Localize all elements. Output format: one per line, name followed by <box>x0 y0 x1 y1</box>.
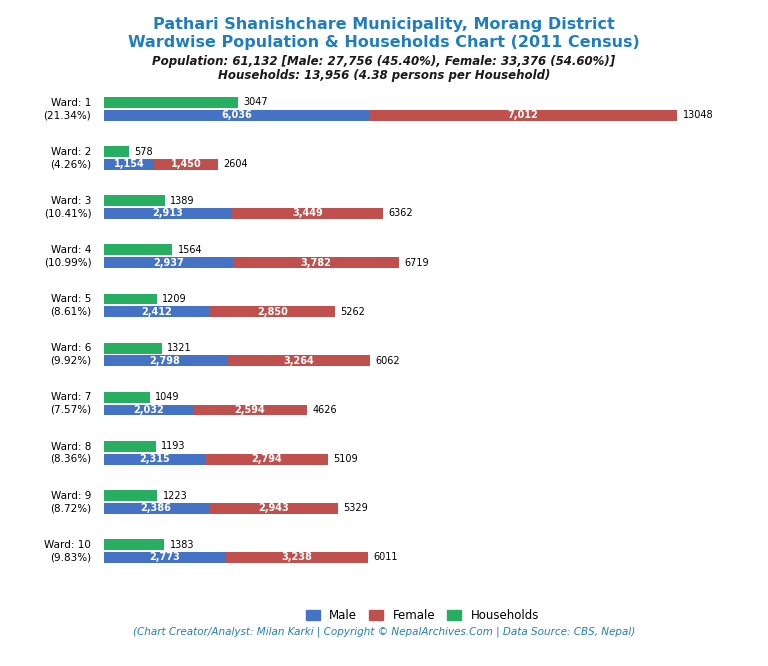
Text: 2,315: 2,315 <box>139 454 170 464</box>
Text: Ward: 9
(8.72%): Ward: 9 (8.72%) <box>50 491 91 513</box>
Text: Ward: 8
(8.36%): Ward: 8 (8.36%) <box>50 442 91 464</box>
Text: 1209: 1209 <box>162 294 187 304</box>
Bar <box>104 503 209 513</box>
Bar <box>209 503 338 513</box>
Text: 4626: 4626 <box>313 405 337 415</box>
Text: 3,264: 3,264 <box>283 356 314 366</box>
Text: 2,794: 2,794 <box>251 454 282 464</box>
Text: 1223: 1223 <box>163 491 187 501</box>
Text: 6011: 6011 <box>373 553 398 563</box>
Bar <box>226 552 368 563</box>
Text: 1321: 1321 <box>167 343 192 353</box>
Text: 2,913: 2,913 <box>152 208 183 218</box>
Bar <box>104 441 156 452</box>
Text: 2,032: 2,032 <box>133 405 164 415</box>
Bar <box>104 306 210 317</box>
Text: 2604: 2604 <box>223 159 248 169</box>
Text: 5262: 5262 <box>340 307 365 317</box>
Text: 2,412: 2,412 <box>141 307 172 317</box>
Text: 2,937: 2,937 <box>153 258 184 268</box>
Text: 2,594: 2,594 <box>235 405 266 415</box>
Bar <box>154 159 218 170</box>
Text: Ward: 10
(9.83%): Ward: 10 (9.83%) <box>45 540 91 562</box>
Text: 2,850: 2,850 <box>257 307 288 317</box>
Text: 3047: 3047 <box>243 97 267 107</box>
Text: Wardwise Population & Households Chart (2011 Census): Wardwise Population & Households Chart (… <box>128 35 640 50</box>
Text: 1389: 1389 <box>170 196 194 206</box>
Bar <box>104 244 173 255</box>
Text: 2,943: 2,943 <box>258 503 289 513</box>
Bar <box>227 356 370 366</box>
Text: 3,782: 3,782 <box>300 258 331 268</box>
Text: Ward: 4
(10.99%): Ward: 4 (10.99%) <box>44 245 91 268</box>
Text: 6,036: 6,036 <box>221 110 252 120</box>
Text: 1,450: 1,450 <box>171 159 202 169</box>
Text: 6062: 6062 <box>376 356 400 366</box>
Bar <box>104 294 157 304</box>
Text: 578: 578 <box>134 147 153 157</box>
Text: Ward: 7
(7.57%): Ward: 7 (7.57%) <box>50 392 91 415</box>
Text: (Chart Creator/Analyst: Milan Karki | Copyright © NepalArchives.Com | Data Sourc: (Chart Creator/Analyst: Milan Karki | Co… <box>133 626 635 637</box>
Text: Population: 61,132 [Male: 27,756 (45.40%), Female: 33,376 (54.60%)]: Population: 61,132 [Male: 27,756 (45.40%… <box>152 55 616 69</box>
Text: Ward: 1
(21.34%): Ward: 1 (21.34%) <box>44 98 91 120</box>
Text: Ward: 5
(8.61%): Ward: 5 (8.61%) <box>50 294 91 316</box>
Text: 2,798: 2,798 <box>150 356 180 366</box>
Text: 5109: 5109 <box>333 454 358 464</box>
Text: 1,154: 1,154 <box>114 159 144 169</box>
Bar <box>206 454 328 465</box>
Text: Ward: 3
(10.41%): Ward: 3 (10.41%) <box>44 196 91 218</box>
Bar <box>104 356 227 366</box>
Text: 1049: 1049 <box>155 392 180 402</box>
Text: Ward: 2
(4.26%): Ward: 2 (4.26%) <box>50 147 91 169</box>
Text: 5329: 5329 <box>343 503 368 513</box>
Bar <box>193 405 307 416</box>
Text: 6719: 6719 <box>404 258 429 268</box>
Text: 7,012: 7,012 <box>508 110 538 120</box>
Bar <box>104 343 162 354</box>
Bar <box>104 110 369 121</box>
Bar <box>104 539 164 550</box>
Bar <box>104 454 206 465</box>
Bar <box>104 208 232 219</box>
Bar <box>104 159 154 170</box>
Text: 2,773: 2,773 <box>149 553 180 563</box>
Text: 1383: 1383 <box>170 539 194 549</box>
Text: 13048: 13048 <box>683 110 713 120</box>
Bar <box>210 306 335 317</box>
Text: Households: 13,956 (4.38 persons per Household): Households: 13,956 (4.38 persons per Hou… <box>218 69 550 82</box>
Text: 1564: 1564 <box>177 245 202 255</box>
Text: Pathari Shanishchare Municipality, Morang District: Pathari Shanishchare Municipality, Moran… <box>153 17 615 32</box>
Text: Ward: 6
(9.92%): Ward: 6 (9.92%) <box>50 343 91 366</box>
Bar <box>104 392 150 403</box>
Text: 1193: 1193 <box>161 442 186 452</box>
Bar <box>104 405 193 416</box>
Bar <box>104 257 233 268</box>
Bar <box>233 257 399 268</box>
Text: 2,386: 2,386 <box>141 503 171 513</box>
Bar <box>104 552 226 563</box>
Bar <box>104 195 165 206</box>
Text: 6362: 6362 <box>389 208 413 218</box>
Bar <box>104 97 237 108</box>
Bar <box>369 110 677 121</box>
Text: 3,449: 3,449 <box>292 208 323 218</box>
Bar <box>104 146 129 157</box>
Text: 3,238: 3,238 <box>281 553 313 563</box>
Bar <box>232 208 383 219</box>
Legend: Male, Female, Households: Male, Female, Households <box>301 604 544 627</box>
Bar <box>104 490 157 501</box>
